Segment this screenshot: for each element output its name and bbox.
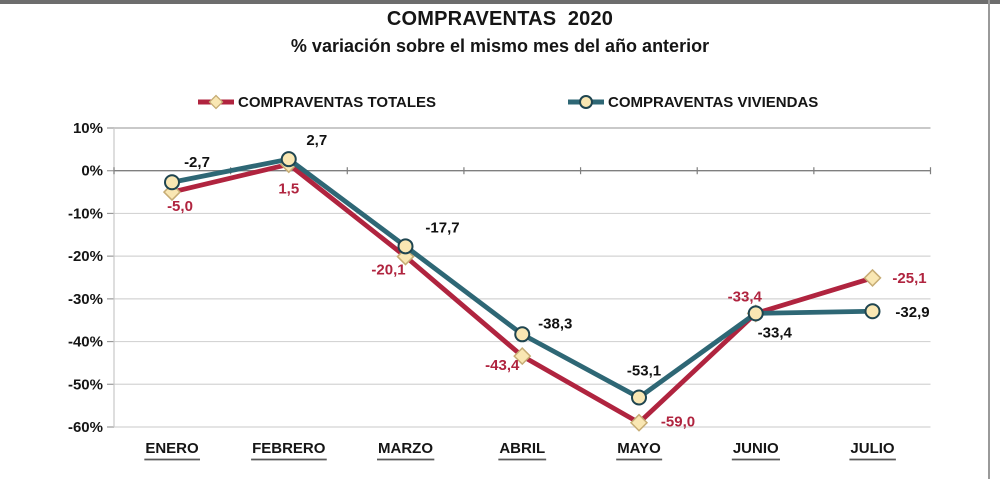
chart-title: COMPRAVENTAS 2020 (386, 8, 614, 30)
y-axis-label: -10% (68, 205, 103, 222)
data-point-label: -17,7 (425, 219, 459, 236)
legend-marker-totales-diamond-icon (196, 93, 236, 111)
data-point-label: -5,0 (167, 198, 193, 215)
legend-label-totales: COMPRAVENTAS TOTALES (238, 93, 437, 111)
data-point-label: -20,1 (371, 262, 405, 279)
series-viviendas (164, 151, 881, 406)
y-axis-label: -20% (68, 248, 103, 265)
right-frame-border (988, 0, 990, 479)
data-point-label: -53,1 (627, 363, 661, 380)
top-frame-border (0, 0, 1000, 4)
chart-subtitle: % variación sobre el mismo mes del año a… (290, 36, 710, 56)
y-axis-label: -30% (68, 291, 103, 308)
data-point-label: -59,0 (661, 414, 695, 431)
y-axis-label: 0% (81, 163, 103, 180)
data-point-circle-marker (631, 389, 647, 406)
y-axis-label: -40% (68, 334, 103, 351)
data-point-label: -2,7 (184, 154, 210, 171)
data-point-circle-marker (280, 151, 297, 168)
data-point-label: 1,5 (278, 180, 299, 197)
data-point-circle-marker (864, 303, 881, 320)
x-axis-label: FEBRERO (252, 440, 326, 457)
data-point-circle-marker (747, 305, 764, 322)
y-axis-label: -50% (68, 376, 103, 393)
gridlines: 10% 0% -10% -20% -30% -40% -50% -60% (68, 120, 932, 436)
data-point-label: -38,3 (538, 315, 572, 332)
data-point-circle-marker (514, 326, 531, 343)
x-axis-label: JULIO (850, 440, 895, 457)
data-point-label: -33,4 (728, 288, 763, 305)
legend-marker-viviendas-circle-icon (566, 93, 606, 111)
x-axis-label: ABRIL (499, 440, 545, 457)
x-axis-label: MARZO (378, 440, 433, 457)
x-axis-label: JUNIO (733, 440, 779, 457)
data-point-label: 2,7 (306, 132, 327, 149)
legend-item-viviendas: COMPRAVENTAS VIVIENDAS (566, 92, 818, 112)
data-point-circle-marker (164, 174, 180, 191)
y-axis-label: 10% (73, 120, 103, 137)
legend-label-viviendas: COMPRAVENTAS VIVIENDAS (608, 93, 819, 111)
data-point-label: -32,9 (895, 304, 929, 321)
data-labels: -5,0 1,5 -20,1 -43,4 -59,0 -33,4 -25,1 -2,7 2,7 -… (167, 132, 930, 431)
data-point-circle-marker (397, 238, 414, 255)
legend-item-totales: COMPRAVENTAS TOTALES (196, 92, 436, 112)
data-point-label: -33,4 (758, 324, 793, 341)
data-point-diamond-marker (513, 347, 532, 366)
x-axis-label: ENERO (145, 440, 199, 457)
data-point-diamond-marker (863, 268, 882, 287)
data-point-label: -25,1 (892, 270, 926, 287)
data-point-diamond-marker (629, 413, 649, 432)
data-point-label: -43,4 (485, 357, 520, 374)
series-totales (162, 155, 882, 432)
x-axis-label: MAYO (617, 440, 661, 457)
y-axis-label: -60% (68, 419, 103, 436)
x-axis-labels: ENERO FEBRERO MARZO ABRIL MAYO JUNIO JULIO (144, 440, 896, 461)
